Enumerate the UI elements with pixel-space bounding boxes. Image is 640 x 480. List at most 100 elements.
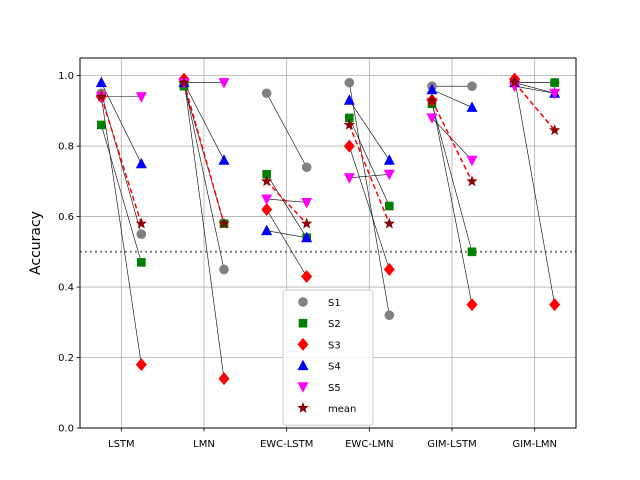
mean-before-point bbox=[343, 118, 356, 130]
s1-before-point bbox=[344, 77, 355, 88]
y-tick-label: 0.2 bbox=[58, 353, 74, 364]
y-tick-label: 1.0 bbox=[58, 71, 74, 82]
mean-connector-line bbox=[266, 180, 308, 225]
connector-line bbox=[101, 82, 142, 164]
mean-connector-line bbox=[514, 82, 556, 131]
x-tick-label: GIM-LMN bbox=[512, 439, 557, 450]
connector-line bbox=[101, 96, 142, 365]
mean-lines-layer bbox=[100, 82, 556, 225]
mean-after-point bbox=[466, 175, 478, 187]
connector-line bbox=[266, 198, 307, 203]
s4-before-point bbox=[343, 94, 355, 105]
legend-s2-label: S2 bbox=[328, 319, 341, 330]
markers-layer bbox=[95, 72, 561, 386]
mean-after-point bbox=[218, 217, 230, 229]
s1-after-point bbox=[467, 81, 477, 91]
s3-after-point bbox=[218, 372, 230, 386]
connector-line bbox=[266, 174, 307, 238]
s5-after-point bbox=[301, 197, 313, 209]
s4-before-point bbox=[95, 76, 107, 88]
s4-after-point bbox=[466, 101, 478, 112]
connector-line bbox=[431, 103, 473, 252]
s4-after-point bbox=[135, 157, 147, 169]
s2-after-point bbox=[550, 78, 559, 87]
y-tick-label: 0.6 bbox=[58, 212, 74, 223]
connector-line bbox=[266, 209, 307, 277]
s3-after-point bbox=[135, 358, 147, 372]
s5-before-point bbox=[426, 113, 438, 124]
ticks-layer: 0.0 0.2 0.4 0.6 0.8 1.0 LSTM LMN EWC-LSTM EWC-LMN… bbox=[58, 71, 557, 450]
s2-before-point bbox=[345, 113, 354, 123]
y-tick-label: 0.0 bbox=[58, 424, 74, 435]
x-tick-label: LSTM bbox=[108, 439, 135, 450]
s5-before-point bbox=[509, 81, 521, 93]
connector-line bbox=[349, 100, 390, 161]
s3-after-point bbox=[466, 298, 478, 312]
mean-after-point bbox=[383, 217, 396, 229]
connector-line bbox=[431, 89, 473, 108]
s3-after-point bbox=[383, 262, 395, 276]
mean-before-point bbox=[426, 94, 438, 106]
s5-after-point bbox=[383, 169, 395, 181]
s1-before-point bbox=[261, 88, 272, 99]
mean-connector-line bbox=[348, 124, 391, 224]
mean-before-point bbox=[178, 76, 190, 88]
legend-s4-label: S4 bbox=[328, 362, 341, 373]
plot-frame bbox=[79, 57, 577, 429]
connector-line bbox=[183, 82, 225, 161]
s4-before-point bbox=[426, 83, 438, 95]
y-tick-label: 0.8 bbox=[58, 142, 74, 153]
connector-line bbox=[183, 82, 225, 270]
y-tick-label: 0.4 bbox=[58, 283, 74, 294]
connector-line bbox=[514, 79, 555, 305]
connector-line bbox=[101, 93, 142, 235]
mean-before-point bbox=[508, 76, 521, 88]
s3-before-point bbox=[261, 203, 273, 217]
s3-after-point bbox=[549, 298, 561, 312]
connector-line bbox=[349, 146, 390, 270]
mean-after-point bbox=[300, 217, 313, 229]
s4-after-point bbox=[383, 154, 395, 165]
mean-after-point bbox=[548, 124, 561, 136]
legend-s1-label: S1 bbox=[328, 298, 341, 309]
s2-after-point bbox=[467, 247, 477, 257]
connector-line bbox=[431, 100, 473, 305]
y-axis-label: Accuracy bbox=[28, 211, 44, 275]
connector-line bbox=[349, 173, 390, 179]
s2-before-point bbox=[97, 120, 106, 130]
legend-s1-marker bbox=[298, 297, 308, 307]
s5-after-point bbox=[218, 78, 230, 89]
mean-before-point bbox=[260, 175, 273, 187]
legend-s5-label: S5 bbox=[328, 383, 341, 394]
legend-s2-marker bbox=[298, 318, 308, 328]
s3-before-point bbox=[343, 139, 355, 153]
s1-after-point bbox=[301, 162, 312, 173]
s4-after-point bbox=[301, 231, 313, 243]
connector-lines-layer bbox=[101, 79, 555, 379]
mean-connector-line bbox=[183, 82, 225, 224]
x-tick-label: LMN bbox=[193, 439, 215, 450]
mean-before-point bbox=[95, 90, 108, 102]
s2-before-point bbox=[262, 169, 271, 179]
s5-after-point bbox=[549, 88, 561, 100]
mean-after-point bbox=[135, 217, 148, 229]
connector-line bbox=[266, 230, 307, 239]
connector-line bbox=[349, 82, 390, 316]
s4-after-point bbox=[218, 154, 230, 165]
s2-after-point bbox=[385, 201, 394, 211]
s3-after-point bbox=[301, 269, 313, 283]
x-tick-label: GIM-LSTM bbox=[427, 439, 477, 450]
x-tick-label: EWC-LMN bbox=[345, 439, 393, 450]
connector-line bbox=[514, 82, 555, 94]
legend: S1 S2 S3 S4 S5 mean bbox=[282, 289, 374, 426]
legend-mean-marker bbox=[297, 402, 309, 413]
s5-before-point bbox=[261, 194, 273, 205]
s1-after-point bbox=[219, 264, 229, 275]
connector-line bbox=[431, 117, 473, 161]
mean-connector-line bbox=[100, 96, 143, 224]
legend-mean-label: mean bbox=[328, 404, 356, 415]
x-tick-label: EWC-LSTM bbox=[260, 439, 313, 450]
mean-connector-line bbox=[431, 99, 473, 182]
s1-after-point bbox=[384, 310, 395, 321]
legend-s4-marker bbox=[297, 359, 309, 371]
